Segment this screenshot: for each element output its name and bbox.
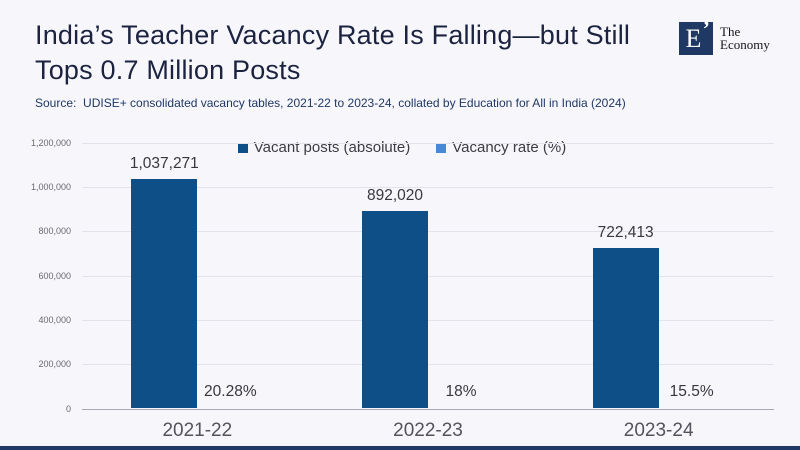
y-axis-tick-label: 200,000 bbox=[0, 359, 71, 369]
vacant-posts-bar bbox=[362, 211, 428, 409]
page-title: India’s Teacher Vacancy Rate Is Falling—… bbox=[35, 18, 675, 88]
y-axis-tick-label: 1,200,000 bbox=[0, 138, 71, 148]
y-axis-tick-label: 800,000 bbox=[0, 226, 71, 236]
logo-e-icon: E ’ bbox=[679, 22, 713, 55]
x-axis-category-label: 2022-23 bbox=[348, 420, 508, 442]
gridline bbox=[82, 143, 774, 144]
legend-swatch-vacant-posts bbox=[238, 143, 248, 153]
x-axis-category-label: 2021-22 bbox=[117, 420, 277, 442]
y-axis-tick-label: 400,000 bbox=[0, 315, 71, 325]
source-note: Source: UDISE+ consolidated vacancy tabl… bbox=[35, 96, 626, 110]
y-axis-tick-label: 1,000,000 bbox=[0, 182, 71, 192]
footer-accent-bar bbox=[0, 446, 800, 450]
vacancy-rate-label: 18% bbox=[401, 383, 521, 401]
bar-value-label: 892,020 bbox=[335, 187, 455, 205]
x-axis-category-label: 2023-24 bbox=[579, 420, 739, 442]
x-axis-line bbox=[82, 409, 774, 410]
the-economy-logo: E ’ The Economy bbox=[679, 22, 770, 55]
bar-value-label: 1,037,271 bbox=[104, 155, 224, 173]
y-axis-tick-label: 0 bbox=[0, 404, 71, 414]
logo-wordmark: The Economy bbox=[720, 25, 770, 51]
vacancy-rate-label: 20.28% bbox=[170, 383, 290, 401]
title-line-1: India’s Teacher Vacancy Rate Is Falling—… bbox=[35, 18, 675, 53]
logo-name-line-2: Economy bbox=[720, 38, 770, 51]
vacant-posts-bar bbox=[131, 179, 197, 409]
vacancy-rate-label: 15.5% bbox=[632, 383, 752, 401]
title-line-2: Tops 0.7 Million Posts bbox=[35, 53, 675, 88]
bar-value-label: 722,413 bbox=[566, 224, 686, 242]
legend-swatch-vacancy-rate bbox=[436, 143, 446, 153]
infographic-page: India’s Teacher Vacancy Rate Is Falling—… bbox=[0, 0, 800, 450]
logo-letter: E bbox=[686, 26, 702, 52]
logo-apostrophe-mark: ’ bbox=[703, 18, 710, 40]
y-axis-tick-label: 600,000 bbox=[0, 271, 71, 281]
